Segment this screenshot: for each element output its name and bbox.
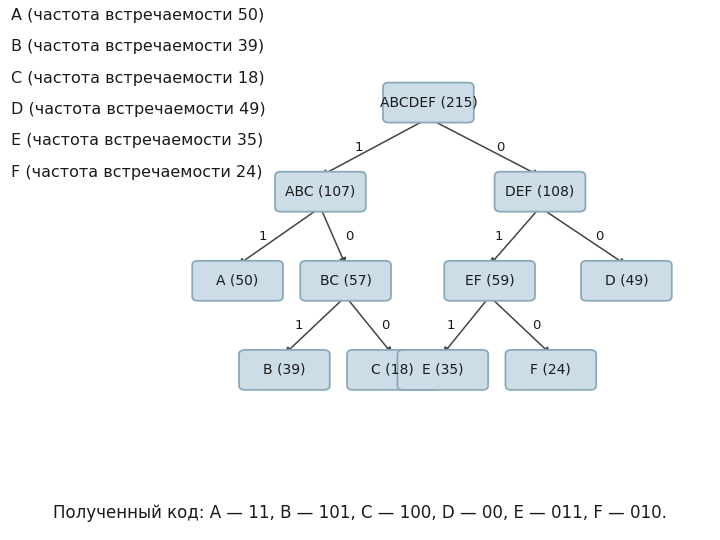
Text: E (35): E (35) <box>422 363 464 377</box>
Text: DEF (108): DEF (108) <box>505 185 575 199</box>
FancyBboxPatch shape <box>275 172 366 212</box>
FancyBboxPatch shape <box>505 350 596 390</box>
Text: F (частота встречаемости 24): F (частота встречаемости 24) <box>11 165 262 180</box>
Text: F (24): F (24) <box>531 363 571 377</box>
Text: D (частота встречаемости 49): D (частота встречаемости 49) <box>11 102 266 117</box>
FancyBboxPatch shape <box>581 261 672 301</box>
Text: EF (59): EF (59) <box>465 274 514 288</box>
Text: C (частота встречаемости 18): C (частота встречаемости 18) <box>11 71 264 86</box>
FancyBboxPatch shape <box>495 172 585 212</box>
Text: 0: 0 <box>345 230 353 243</box>
FancyBboxPatch shape <box>383 83 474 123</box>
Text: C (18): C (18) <box>371 363 414 377</box>
Text: A (50): A (50) <box>217 274 258 288</box>
Text: 1: 1 <box>295 319 303 332</box>
Text: 0: 0 <box>595 230 603 243</box>
Text: 0: 0 <box>532 319 540 332</box>
Text: 0: 0 <box>381 319 389 332</box>
Text: 0: 0 <box>496 140 504 154</box>
Text: 1: 1 <box>354 140 363 154</box>
FancyBboxPatch shape <box>239 350 330 390</box>
Text: D (49): D (49) <box>605 274 648 288</box>
Text: 1: 1 <box>259 230 267 243</box>
Text: BC (57): BC (57) <box>320 274 372 288</box>
FancyBboxPatch shape <box>192 261 283 301</box>
Text: B (частота встречаемости 39): B (частота встречаемости 39) <box>11 39 264 55</box>
Text: A (частота встречаемости 50): A (частота встречаемости 50) <box>11 8 264 23</box>
FancyBboxPatch shape <box>444 261 535 301</box>
Text: B (39): B (39) <box>263 363 306 377</box>
FancyBboxPatch shape <box>397 350 488 390</box>
Text: ABC (107): ABC (107) <box>285 185 356 199</box>
Text: 1: 1 <box>446 319 454 332</box>
Text: 1: 1 <box>495 230 503 243</box>
Text: Полученный код: A — 11, B — 101, C — 100, D — 00, E — 011, F — 010.: Полученный код: A — 11, B — 101, C — 100… <box>53 504 667 522</box>
FancyBboxPatch shape <box>300 261 391 301</box>
Text: E (частота встречаемости 35): E (частота встречаемости 35) <box>11 133 263 148</box>
Text: ABCDEF (215): ABCDEF (215) <box>379 96 477 110</box>
FancyBboxPatch shape <box>347 350 438 390</box>
